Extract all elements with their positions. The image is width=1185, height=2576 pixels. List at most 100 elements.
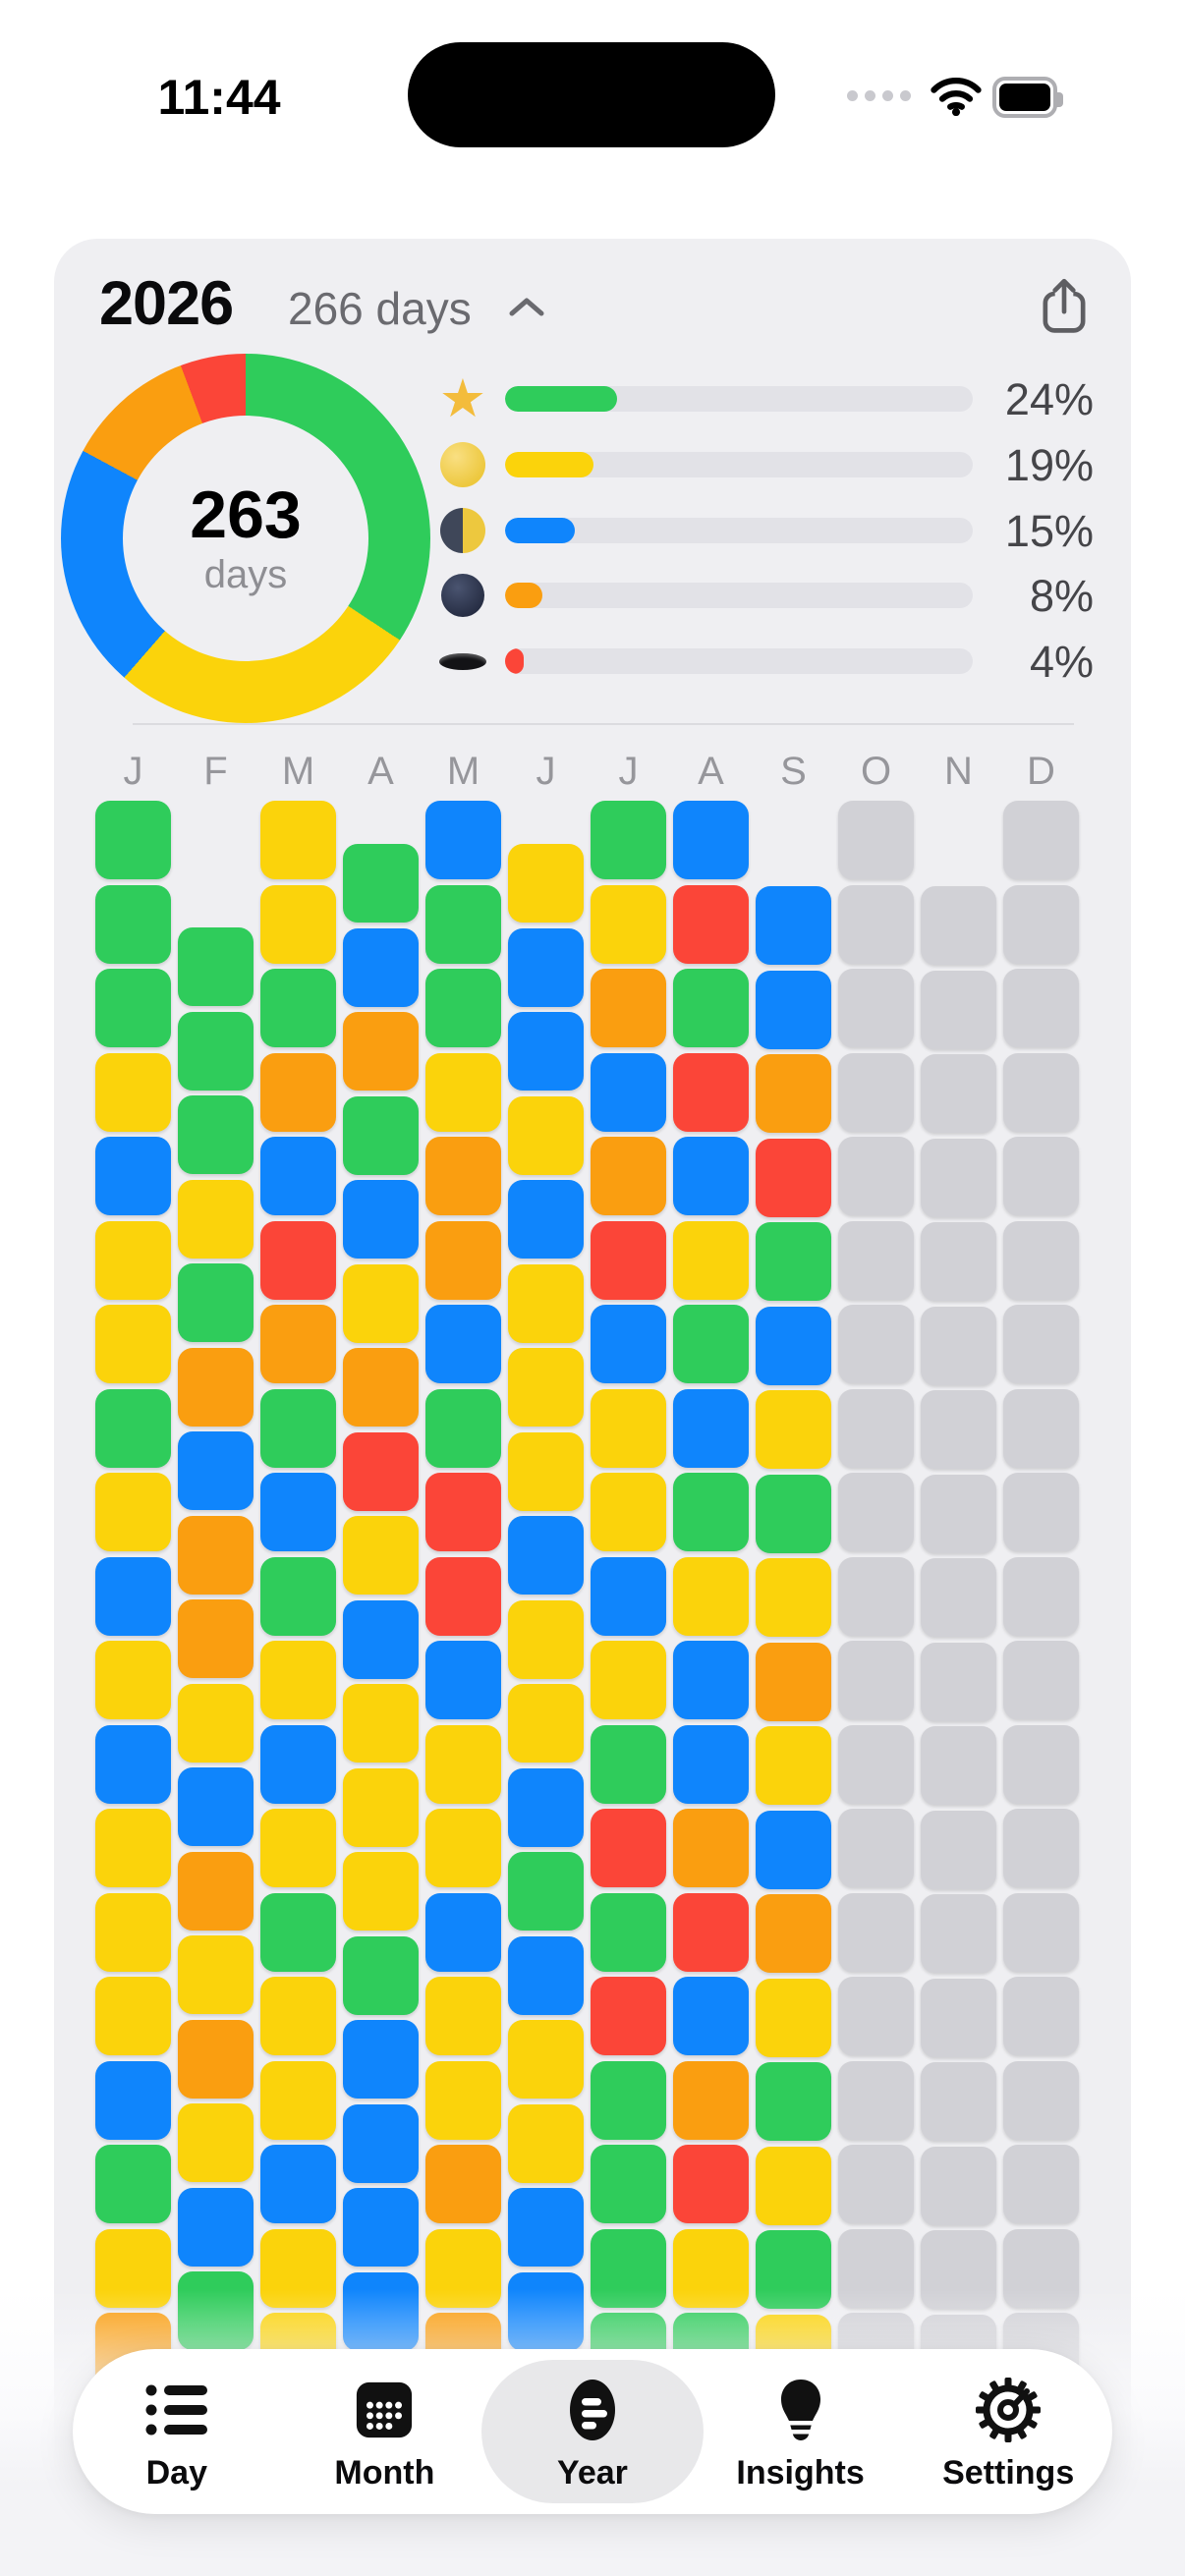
day-square-nov-5[interactable] <box>921 1222 996 1301</box>
day-square-oct-4[interactable] <box>838 1052 914 1132</box>
day-square-jan-12[interactable] <box>95 1724 171 1804</box>
day-square-feb-17[interactable] <box>178 2271 254 2350</box>
day-square-sep-6[interactable] <box>756 1306 831 1385</box>
day-square-apr-11[interactable] <box>343 1684 419 1763</box>
day-square-oct-15[interactable] <box>838 1977 914 2055</box>
day-square-jul-8[interactable] <box>591 1388 666 1468</box>
day-square-may-17[interactable] <box>425 2145 501 2223</box>
day-square-jul-3[interactable] <box>591 969 666 1047</box>
day-square-jun-15[interactable] <box>508 2020 584 2099</box>
chevron-up-icon[interactable] <box>508 296 545 319</box>
day-square-apr-9[interactable] <box>343 1516 419 1595</box>
day-square-dec-18[interactable] <box>1003 2228 1079 2308</box>
day-square-dec-6[interactable] <box>1003 1220 1079 1300</box>
day-square-jan-13[interactable] <box>95 1809 171 1887</box>
day-square-mar-14[interactable] <box>260 1892 336 1972</box>
day-square-jun-18[interactable] <box>508 2271 584 2351</box>
day-square-mar-15[interactable] <box>260 1977 336 2055</box>
day-square-jul-18[interactable] <box>591 2228 666 2308</box>
day-square-mar-9[interactable] <box>260 1473 336 1551</box>
day-square-sep-8[interactable] <box>756 1474 831 1553</box>
day-square-jun-3[interactable] <box>508 1012 584 1091</box>
day-square-may-9[interactable] <box>425 1473 501 1551</box>
day-square-may-12[interactable] <box>425 1724 501 1804</box>
day-square-nov-4[interactable] <box>921 1138 996 1217</box>
day-square-oct-5[interactable] <box>838 1137 914 1215</box>
day-square-mar-6[interactable] <box>260 1220 336 1300</box>
day-square-jul-2[interactable] <box>591 884 666 964</box>
day-square-sep-14[interactable] <box>756 1978 831 2057</box>
day-square-nov-1[interactable] <box>921 886 996 965</box>
day-square-oct-6[interactable] <box>838 1220 914 1300</box>
share-button[interactable] <box>1037 274 1092 337</box>
day-square-jun-10[interactable] <box>508 1599 584 1679</box>
day-square-feb-6[interactable] <box>178 1347 254 1427</box>
day-square-may-4[interactable] <box>425 1052 501 1132</box>
day-square-oct-14[interactable] <box>838 1892 914 1972</box>
day-square-sep-3[interactable] <box>756 1054 831 1133</box>
day-square-feb-11[interactable] <box>178 1767 254 1846</box>
day-square-may-16[interactable] <box>425 2060 501 2140</box>
day-square-aug-3[interactable] <box>673 969 749 1047</box>
day-square-apr-7[interactable] <box>343 1348 419 1427</box>
day-square-jan-18[interactable] <box>95 2228 171 2308</box>
day-square-nov-11[interactable] <box>921 1726 996 1805</box>
day-square-nov-8[interactable] <box>921 1474 996 1553</box>
day-square-dec-13[interactable] <box>1003 1809 1079 1887</box>
day-square-dec-4[interactable] <box>1003 1052 1079 1132</box>
day-square-mar-2[interactable] <box>260 884 336 964</box>
day-square-apr-5[interactable] <box>343 1180 419 1259</box>
day-square-mar-12[interactable] <box>260 1724 336 1804</box>
tab-settings[interactable]: Settings <box>904 2349 1112 2514</box>
day-square-jul-7[interactable] <box>591 1305 666 1383</box>
day-square-mar-17[interactable] <box>260 2145 336 2223</box>
day-square-aug-8[interactable] <box>673 1388 749 1468</box>
day-square-nov-15[interactable] <box>921 2062 996 2141</box>
day-square-apr-17[interactable] <box>343 2188 419 2267</box>
day-square-dec-5[interactable] <box>1003 1137 1079 1215</box>
day-square-aug-6[interactable] <box>673 1220 749 1300</box>
day-square-nov-10[interactable] <box>921 1642 996 1721</box>
day-square-jun-14[interactable] <box>508 1935 584 2015</box>
day-square-feb-5[interactable] <box>178 1263 254 1342</box>
day-square-oct-18[interactable] <box>838 2228 914 2308</box>
day-square-jul-15[interactable] <box>591 1977 666 2055</box>
day-square-dec-8[interactable] <box>1003 1388 1079 1468</box>
day-square-dec-1[interactable] <box>1003 801 1079 879</box>
day-square-jun-5[interactable] <box>508 1180 584 1259</box>
day-square-apr-10[interactable] <box>343 1599 419 1679</box>
day-square-sep-17[interactable] <box>756 2230 831 2309</box>
day-square-dec-17[interactable] <box>1003 2145 1079 2223</box>
day-square-mar-16[interactable] <box>260 2060 336 2140</box>
day-square-feb-13[interactable] <box>178 1935 254 2014</box>
day-square-feb-15[interactable] <box>178 2103 254 2182</box>
day-square-oct-13[interactable] <box>838 1809 914 1887</box>
day-square-may-14[interactable] <box>425 1892 501 1972</box>
day-square-jan-15[interactable] <box>95 1977 171 2055</box>
day-square-aug-5[interactable] <box>673 1137 749 1215</box>
day-square-aug-2[interactable] <box>673 884 749 964</box>
day-square-jan-3[interactable] <box>95 969 171 1047</box>
day-square-mar-18[interactable] <box>260 2228 336 2308</box>
day-square-nov-16[interactable] <box>921 2146 996 2225</box>
day-square-jul-14[interactable] <box>591 1892 666 1972</box>
day-square-nov-9[interactable] <box>921 1558 996 1637</box>
day-square-oct-8[interactable] <box>838 1388 914 1468</box>
day-square-jul-17[interactable] <box>591 2145 666 2223</box>
day-square-apr-16[interactable] <box>343 2103 419 2183</box>
day-square-apr-18[interactable] <box>343 2271 419 2351</box>
day-square-oct-9[interactable] <box>838 1473 914 1551</box>
day-square-nov-17[interactable] <box>921 2230 996 2309</box>
day-square-mar-3[interactable] <box>260 969 336 1047</box>
day-square-aug-17[interactable] <box>673 2145 749 2223</box>
day-square-jan-2[interactable] <box>95 884 171 964</box>
day-square-mar-11[interactable] <box>260 1641 336 1719</box>
day-square-dec-14[interactable] <box>1003 1892 1079 1972</box>
day-square-jun-1[interactable] <box>508 844 584 923</box>
day-square-jun-11[interactable] <box>508 1684 584 1763</box>
day-square-aug-1[interactable] <box>673 801 749 879</box>
day-square-feb-7[interactable] <box>178 1431 254 1510</box>
day-square-jun-8[interactable] <box>508 1431 584 1511</box>
day-square-nov-6[interactable] <box>921 1306 996 1385</box>
day-square-apr-6[interactable] <box>343 1263 419 1343</box>
